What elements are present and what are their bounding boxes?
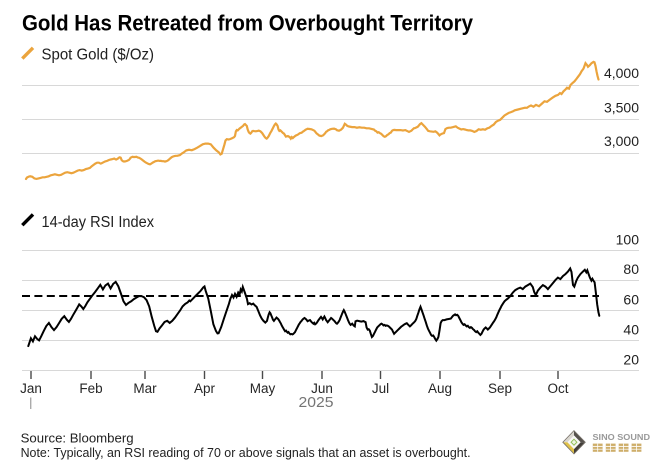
svg-text:Spot Gold ($/Oz): Spot Gold ($/Oz) [42,47,155,64]
svg-text:3,000: 3,000 [604,133,639,149]
svg-text:Source: Bloomberg: Source: Bloomberg [21,430,134,445]
svg-text:60: 60 [623,292,639,308]
svg-text:SINO SOUND: SINO SOUND [593,432,651,442]
svg-text:Jan: Jan [20,381,42,396]
svg-text:3,500: 3,500 [604,100,639,116]
svg-text:4,000: 4,000 [604,65,639,81]
svg-text:40: 40 [623,322,639,338]
svg-text:14-day RSI Index: 14-day RSI Index [42,214,155,231]
svg-text:Jul: Jul [372,381,389,396]
svg-text:Feb: Feb [79,381,102,396]
svg-text:80: 80 [623,261,639,277]
svg-text:Gold Has Retreated from Overbo: Gold Has Retreated from Overbought Terri… [22,10,474,35]
svg-text:Mar: Mar [133,381,157,396]
svg-text:Sep: Sep [488,381,512,396]
svg-text:100: 100 [616,232,640,248]
svg-text:Apr: Apr [194,381,216,396]
svg-text:Oct: Oct [547,381,568,396]
svg-text:Aug: Aug [428,381,452,396]
svg-text:Jun: Jun [311,381,333,396]
svg-text:May: May [250,381,276,396]
svg-text:20: 20 [623,352,639,368]
svg-text:Note: Typically, an RSI readin: Note: Typically, an RSI reading of 70 or… [21,445,471,460]
svg-text:2025: 2025 [299,394,334,411]
